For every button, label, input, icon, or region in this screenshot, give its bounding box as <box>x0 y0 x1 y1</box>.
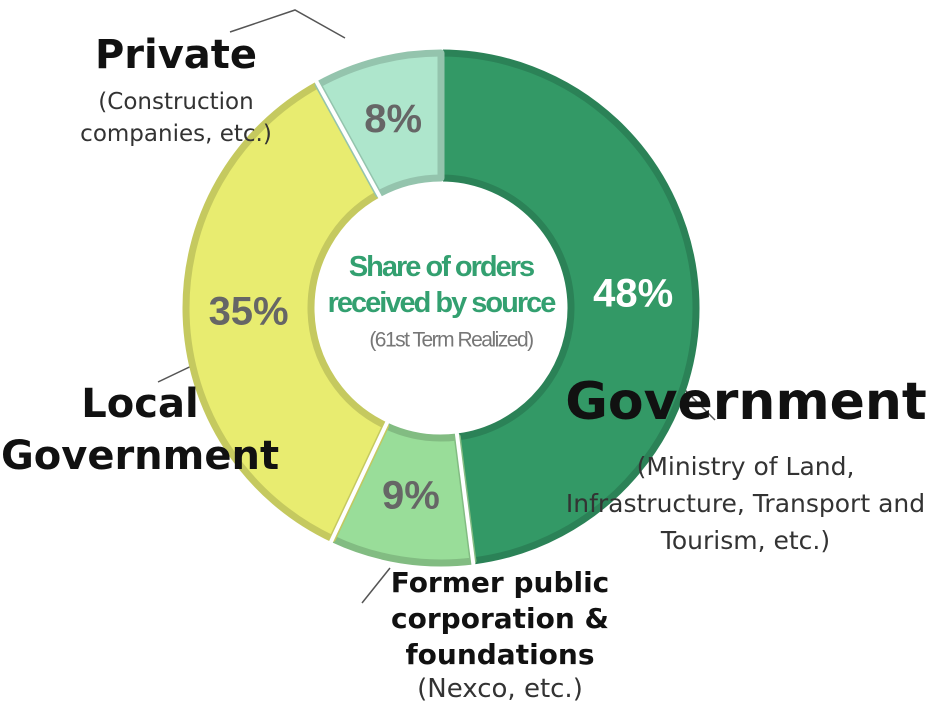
slice-gap <box>313 79 383 200</box>
donut-slice <box>314 49 445 198</box>
leader-line <box>361 567 391 604</box>
category-label: Private <box>94 32 258 78</box>
leader-line <box>229 9 346 39</box>
category-label: Former public corporation & foundations <box>390 566 610 671</box>
category-note: (Nexco, etc.) <box>417 674 583 704</box>
category-note: (Construction companies, etc.) <box>80 89 272 147</box>
title-line: received by source <box>328 287 557 319</box>
center-title: Share of orders received by source <box>328 251 557 319</box>
donut-slice <box>437 49 700 565</box>
value-label: 9% <box>382 474 440 518</box>
value-label: 35% <box>209 290 289 334</box>
category-note: (Ministry of Land, Infrastructure, Trans… <box>565 452 926 555</box>
value-label: 8% <box>364 97 422 141</box>
slice-gap <box>454 431 476 567</box>
category-label: Local Government <box>0 381 280 479</box>
donut-slice <box>182 81 390 543</box>
title-line: Share of orders <box>349 251 534 283</box>
center-subtitle: (61st Term Realized) <box>369 329 533 352</box>
category-label: Government <box>565 372 927 432</box>
value-label: 48% <box>593 271 673 315</box>
slice-gap <box>328 420 390 545</box>
